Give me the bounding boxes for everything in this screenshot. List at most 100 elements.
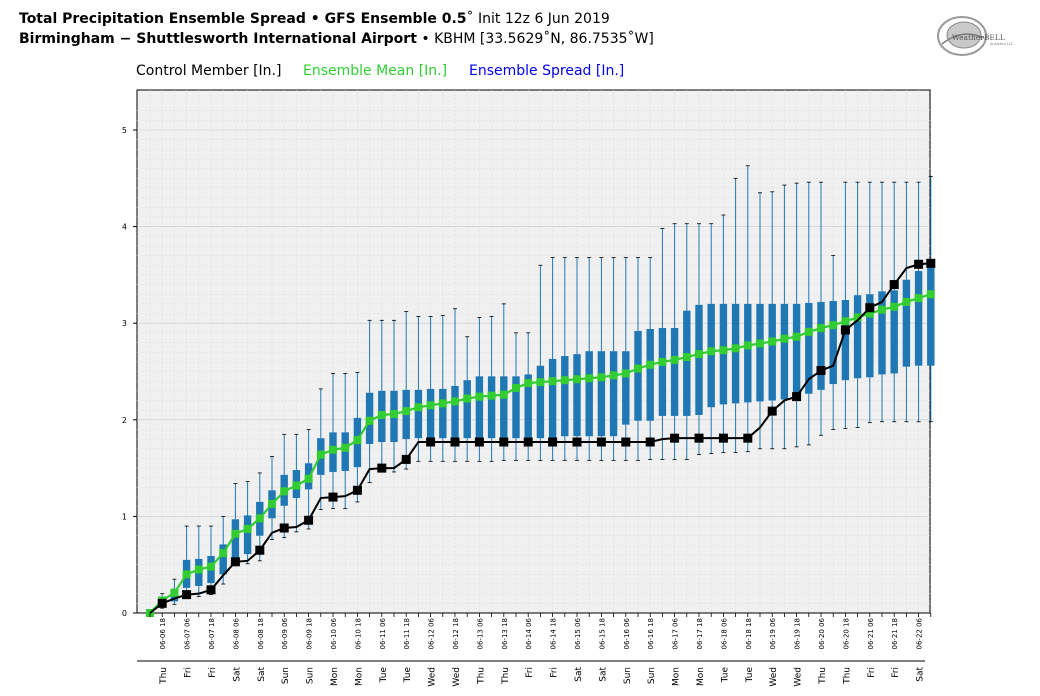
x-tick-label: 06-12 06 — [428, 617, 436, 649]
spread-box — [439, 315, 447, 462]
control-marker — [670, 433, 680, 443]
mean-marker — [170, 588, 179, 597]
day-label: Wed — [452, 667, 462, 687]
mean-marker — [524, 379, 533, 388]
mean-marker — [280, 487, 289, 496]
spread-box-body — [609, 351, 618, 437]
mean-marker — [695, 350, 703, 359]
x-tick-label: 06-16 06 — [623, 617, 631, 649]
y-tick-label: 1 — [122, 512, 127, 521]
title-line-1: Total Precipitation Ensemble Spread • GF… — [19, 11, 610, 27]
mean-marker — [304, 474, 313, 483]
spread-box — [914, 181, 923, 423]
mean-marker — [646, 360, 655, 369]
control-marker — [328, 492, 338, 502]
day-label: Thu — [818, 667, 828, 685]
day-label: Sun — [281, 667, 291, 684]
mean-marker — [719, 346, 728, 355]
spread-box-body — [573, 354, 581, 437]
day-label: Fri — [184, 667, 194, 678]
day-label: Sat — [916, 667, 926, 682]
spread-box — [756, 192, 764, 450]
spread-box — [792, 182, 801, 448]
mean-marker — [329, 445, 337, 454]
spread-box — [890, 181, 898, 423]
day-label: Wed — [794, 667, 804, 687]
x-tick-label: 06-11 06 — [379, 617, 387, 649]
mean-marker — [731, 344, 740, 353]
control-marker — [304, 515, 314, 525]
mean-marker — [475, 392, 484, 401]
x-tick-label: 06-22 06 — [916, 617, 924, 649]
spread-box — [829, 255, 837, 430]
spread-box-body — [439, 388, 447, 439]
x-tick-label: 06-10 06 — [330, 617, 338, 649]
mean-marker — [670, 355, 679, 364]
mean-marker — [853, 313, 862, 322]
y-tick-label: 4 — [122, 223, 127, 232]
mean-marker — [902, 297, 911, 306]
mean-marker — [560, 376, 569, 385]
control-marker — [572, 437, 582, 447]
spread-box-body — [695, 304, 703, 415]
spread-box — [902, 181, 911, 423]
spread-box — [414, 316, 423, 462]
control-marker — [255, 545, 265, 555]
spread-box-body — [231, 519, 240, 560]
spread-box — [744, 165, 752, 453]
x-tick-label: 06-13 06 — [476, 617, 484, 649]
mean-marker — [780, 334, 789, 343]
control-marker — [621, 437, 631, 447]
control-marker — [230, 557, 240, 567]
title-main: Total Precipitation Ensemble Spread • GF… — [19, 11, 467, 27]
y-tick-label: 2 — [122, 416, 127, 425]
mean-marker — [268, 499, 276, 508]
spread-box-body — [780, 303, 789, 400]
spread-box-body — [829, 300, 837, 385]
spread-box — [243, 481, 252, 565]
x-tick-label: 06-18 06 — [720, 617, 728, 649]
station-name: Birmingham − Shuttlesworth International… — [19, 31, 417, 47]
mean-marker — [231, 529, 240, 538]
day-label: Sun — [647, 667, 657, 684]
spread-box-body — [731, 303, 740, 404]
mean-marker — [512, 383, 520, 392]
spread-box-body — [475, 376, 484, 439]
x-tick-label: 06-14 06 — [525, 617, 533, 649]
mean-marker — [182, 570, 191, 579]
spread-box-body — [524, 374, 532, 439]
control-marker — [377, 463, 387, 473]
x-tick-label: 06-07 06 — [184, 617, 192, 649]
spread-box-body — [658, 328, 667, 416]
control-marker — [157, 598, 167, 608]
control-marker — [596, 437, 606, 447]
control-marker — [926, 258, 936, 268]
title-line-2: Birmingham − Shuttlesworth International… — [19, 31, 654, 47]
day-label: Sat — [598, 667, 608, 682]
mean-marker — [817, 324, 825, 333]
spread-box-body — [817, 301, 825, 390]
spread-box-body — [841, 300, 850, 381]
day-label: Fri — [891, 667, 901, 678]
spread-box-body — [805, 302, 813, 394]
control-marker — [792, 392, 802, 402]
x-tick-label: 06-13 18 — [501, 618, 509, 649]
mean-marker — [585, 374, 594, 383]
mean-marker — [707, 347, 716, 356]
mean-marker — [756, 339, 764, 348]
x-axis: 06-06 18 06-07 06 06-07 18 06-08 06 06-08 18… — [137, 613, 932, 687]
control-marker — [450, 437, 460, 447]
spread-box — [817, 181, 825, 436]
spread-box-body — [890, 290, 898, 374]
mean-marker — [402, 407, 411, 416]
mean-marker — [878, 305, 886, 314]
mean-marker — [829, 321, 838, 330]
spread-box-body — [744, 303, 752, 403]
y-tick-label: 0 — [122, 609, 127, 618]
control-marker — [499, 437, 509, 447]
logo-subtext: Analytics LLC — [990, 42, 1014, 46]
station-coords: • KBHM [33.5629˚N, 86.7535˚W] — [416, 31, 654, 47]
spread-box-body — [451, 385, 459, 439]
spread-box — [780, 184, 789, 450]
mean-marker — [353, 436, 362, 445]
